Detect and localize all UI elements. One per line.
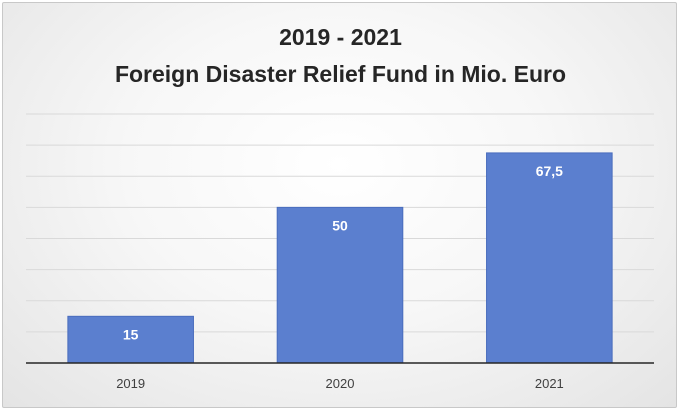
chart-title: 2019 - 2021 [279, 24, 402, 50]
x-tick-label-2020: 2020 [326, 376, 355, 391]
chart-subtitle: Foreign Disaster Relief Fund in Mio. Eur… [114, 61, 567, 87]
data-label-2020: 50 [332, 217, 348, 233]
bar-2021 [486, 152, 613, 364]
x-tick-label-2019: 2019 [116, 376, 145, 391]
data-label-2021: 67,5 [536, 163, 563, 179]
x-tick-label-2021: 2021 [535, 376, 564, 391]
bar-2020 [276, 206, 404, 364]
data-label-2019: 15 [123, 326, 139, 342]
bar-2019 [67, 315, 194, 364]
